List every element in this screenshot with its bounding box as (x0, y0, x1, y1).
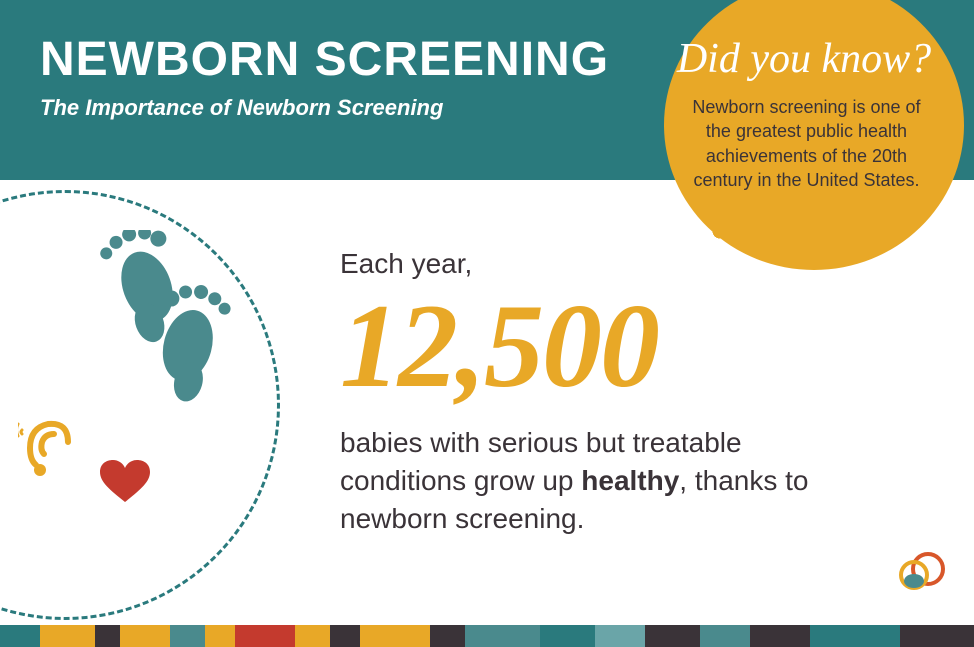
stripe-segment (295, 625, 330, 647)
stripe-segment (40, 625, 95, 647)
badge-text: Newborn screening is one of the greatest… (684, 95, 929, 192)
stripe-segment (170, 625, 205, 647)
stripe-segment (205, 625, 235, 647)
logo-icon (892, 551, 946, 595)
stripe-segment (465, 625, 540, 647)
badge-heading: Did you know? (664, 35, 944, 83)
footprints-icon (60, 230, 260, 410)
stripe-segment (235, 625, 295, 647)
stripe-segment (595, 625, 645, 647)
stripe-segment (810, 625, 900, 647)
stripe-segment (95, 625, 120, 647)
stripe-segment (120, 625, 170, 647)
stripe-segment (700, 625, 750, 647)
stripe-segment (540, 625, 595, 647)
stripe-segment (750, 625, 810, 647)
stripe-segment (0, 625, 40, 647)
stripe-segment (900, 625, 974, 647)
body-text-bold: healthy (581, 465, 679, 496)
footer-stripe (0, 625, 974, 647)
stripe-segment (360, 625, 430, 647)
did-you-know-badge: Did you know? Newborn screening is one o… (664, 0, 954, 265)
stripe-segment (330, 625, 360, 647)
body-text: babies with serious but treatable condit… (340, 424, 860, 537)
stat-number: 12,500 (340, 286, 914, 406)
ear-icon (18, 410, 78, 480)
stripe-segment (645, 625, 700, 647)
heart-icon (100, 460, 150, 505)
stripe-segment (430, 625, 465, 647)
